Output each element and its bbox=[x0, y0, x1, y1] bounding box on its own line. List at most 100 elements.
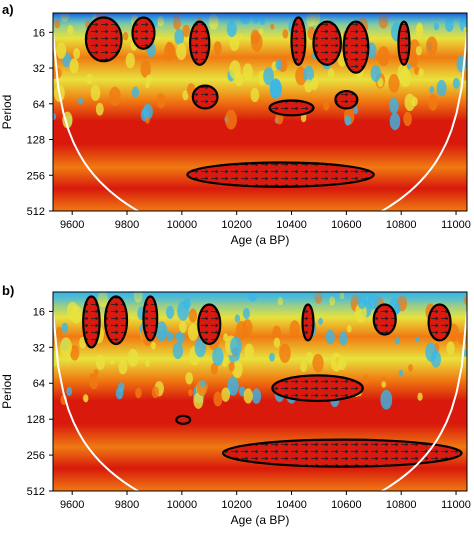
power-cell bbox=[250, 29, 260, 45]
significance-contour bbox=[221, 438, 463, 468]
power-cell bbox=[269, 352, 275, 362]
power-cell bbox=[78, 97, 83, 105]
x-tick-label: 10200 bbox=[221, 499, 252, 511]
power-cell bbox=[363, 374, 369, 384]
power-cell bbox=[388, 74, 400, 93]
x-tick-label: 9800 bbox=[115, 499, 139, 511]
power-cell bbox=[135, 387, 142, 399]
power-cell bbox=[415, 336, 420, 343]
power-cell bbox=[166, 331, 174, 342]
power-cell bbox=[93, 369, 99, 377]
plot-frame bbox=[52, 291, 468, 492]
power-cell bbox=[272, 325, 282, 341]
x-tick-label: 11000 bbox=[441, 219, 471, 231]
power-cell bbox=[282, 29, 289, 39]
power-cell bbox=[258, 28, 264, 36]
power-cell bbox=[436, 79, 447, 97]
x-axis-label: Age (a BP) bbox=[231, 513, 290, 527]
x-axis-label: Age (a BP) bbox=[231, 233, 290, 247]
power-cell bbox=[370, 64, 381, 82]
power-cell bbox=[327, 68, 335, 79]
y-tick-label: 256 bbox=[27, 450, 45, 462]
power-cell bbox=[305, 351, 314, 364]
power-cell bbox=[213, 41, 222, 55]
power-cell bbox=[380, 389, 393, 410]
power-cell bbox=[109, 356, 115, 365]
power-cell bbox=[160, 330, 166, 338]
y-tick-label: 256 bbox=[27, 170, 45, 182]
power-cell bbox=[125, 52, 136, 69]
power-cell bbox=[414, 66, 420, 75]
x-tick-label: 10400 bbox=[276, 219, 307, 231]
power-cell bbox=[409, 53, 418, 68]
significance-contour bbox=[342, 20, 370, 74]
power-cell bbox=[60, 337, 72, 357]
x-tick-label: 10400 bbox=[276, 499, 307, 511]
power-cell bbox=[61, 322, 69, 334]
power-cell bbox=[188, 388, 193, 397]
significance-contour bbox=[301, 303, 315, 342]
power-cell bbox=[234, 314, 241, 323]
significance-contour bbox=[334, 89, 359, 110]
power-cell bbox=[344, 115, 352, 126]
power-cell bbox=[463, 26, 467, 34]
power-cell bbox=[166, 305, 175, 319]
power-cell bbox=[89, 373, 99, 390]
power-cell bbox=[242, 319, 253, 336]
power-cell bbox=[223, 333, 229, 342]
power-cell bbox=[389, 97, 399, 114]
power-cell bbox=[66, 386, 73, 396]
significance-contour bbox=[82, 295, 101, 349]
significance-contour bbox=[103, 295, 129, 346]
power-cell bbox=[176, 43, 187, 61]
cone-of-influence bbox=[53, 311, 467, 491]
power-cell bbox=[251, 388, 262, 404]
wavelet-panel-a: 9600 9800 10000 10200 10400 10600 10800 11000 16… bbox=[0, 2, 471, 247]
x-tick-label: 10600 bbox=[331, 499, 362, 511]
power-cell bbox=[65, 353, 71, 362]
power-cell bbox=[109, 86, 121, 107]
power-cell bbox=[242, 63, 253, 81]
power-cell bbox=[318, 317, 323, 325]
significance-contour bbox=[271, 374, 364, 403]
power-cell bbox=[408, 364, 413, 372]
power-cell bbox=[415, 45, 422, 56]
power-cell bbox=[377, 46, 390, 67]
power-cell bbox=[144, 80, 150, 89]
power-cell bbox=[73, 47, 81, 60]
power-cell bbox=[429, 86, 435, 94]
low-power-band bbox=[53, 13, 467, 26]
power-cell bbox=[122, 31, 129, 41]
power-cell bbox=[338, 331, 348, 346]
significance-contour bbox=[188, 20, 211, 66]
power-cell bbox=[227, 376, 239, 396]
plot-frame bbox=[52, 12, 468, 212]
significance-contour bbox=[427, 303, 452, 342]
y-tick-label: 16 bbox=[33, 27, 45, 39]
power-cell bbox=[83, 394, 89, 403]
power-cell bbox=[221, 387, 231, 402]
power-cell bbox=[403, 111, 412, 127]
power-cell bbox=[56, 326, 63, 337]
power-cell bbox=[212, 346, 224, 366]
power-cell bbox=[452, 77, 460, 89]
y-tick-label: 512 bbox=[27, 486, 45, 498]
power-cell bbox=[381, 381, 386, 388]
power-cell bbox=[140, 60, 151, 78]
y-tick-label: 32 bbox=[33, 63, 45, 75]
power-cell bbox=[242, 307, 250, 320]
power-cell bbox=[222, 358, 228, 367]
power-cell bbox=[86, 73, 93, 85]
significance-contour bbox=[290, 16, 307, 66]
x-tick-label: 9600 bbox=[60, 499, 84, 511]
significance-contour bbox=[312, 20, 342, 66]
power-cell bbox=[95, 102, 104, 116]
power-cell bbox=[312, 353, 324, 373]
y-tick-label: 32 bbox=[33, 342, 45, 354]
power-cell bbox=[289, 320, 300, 338]
power-cell bbox=[323, 100, 330, 111]
power-cell bbox=[238, 33, 243, 41]
x-tick-label: 9800 bbox=[115, 219, 139, 231]
power-cell bbox=[398, 369, 404, 377]
